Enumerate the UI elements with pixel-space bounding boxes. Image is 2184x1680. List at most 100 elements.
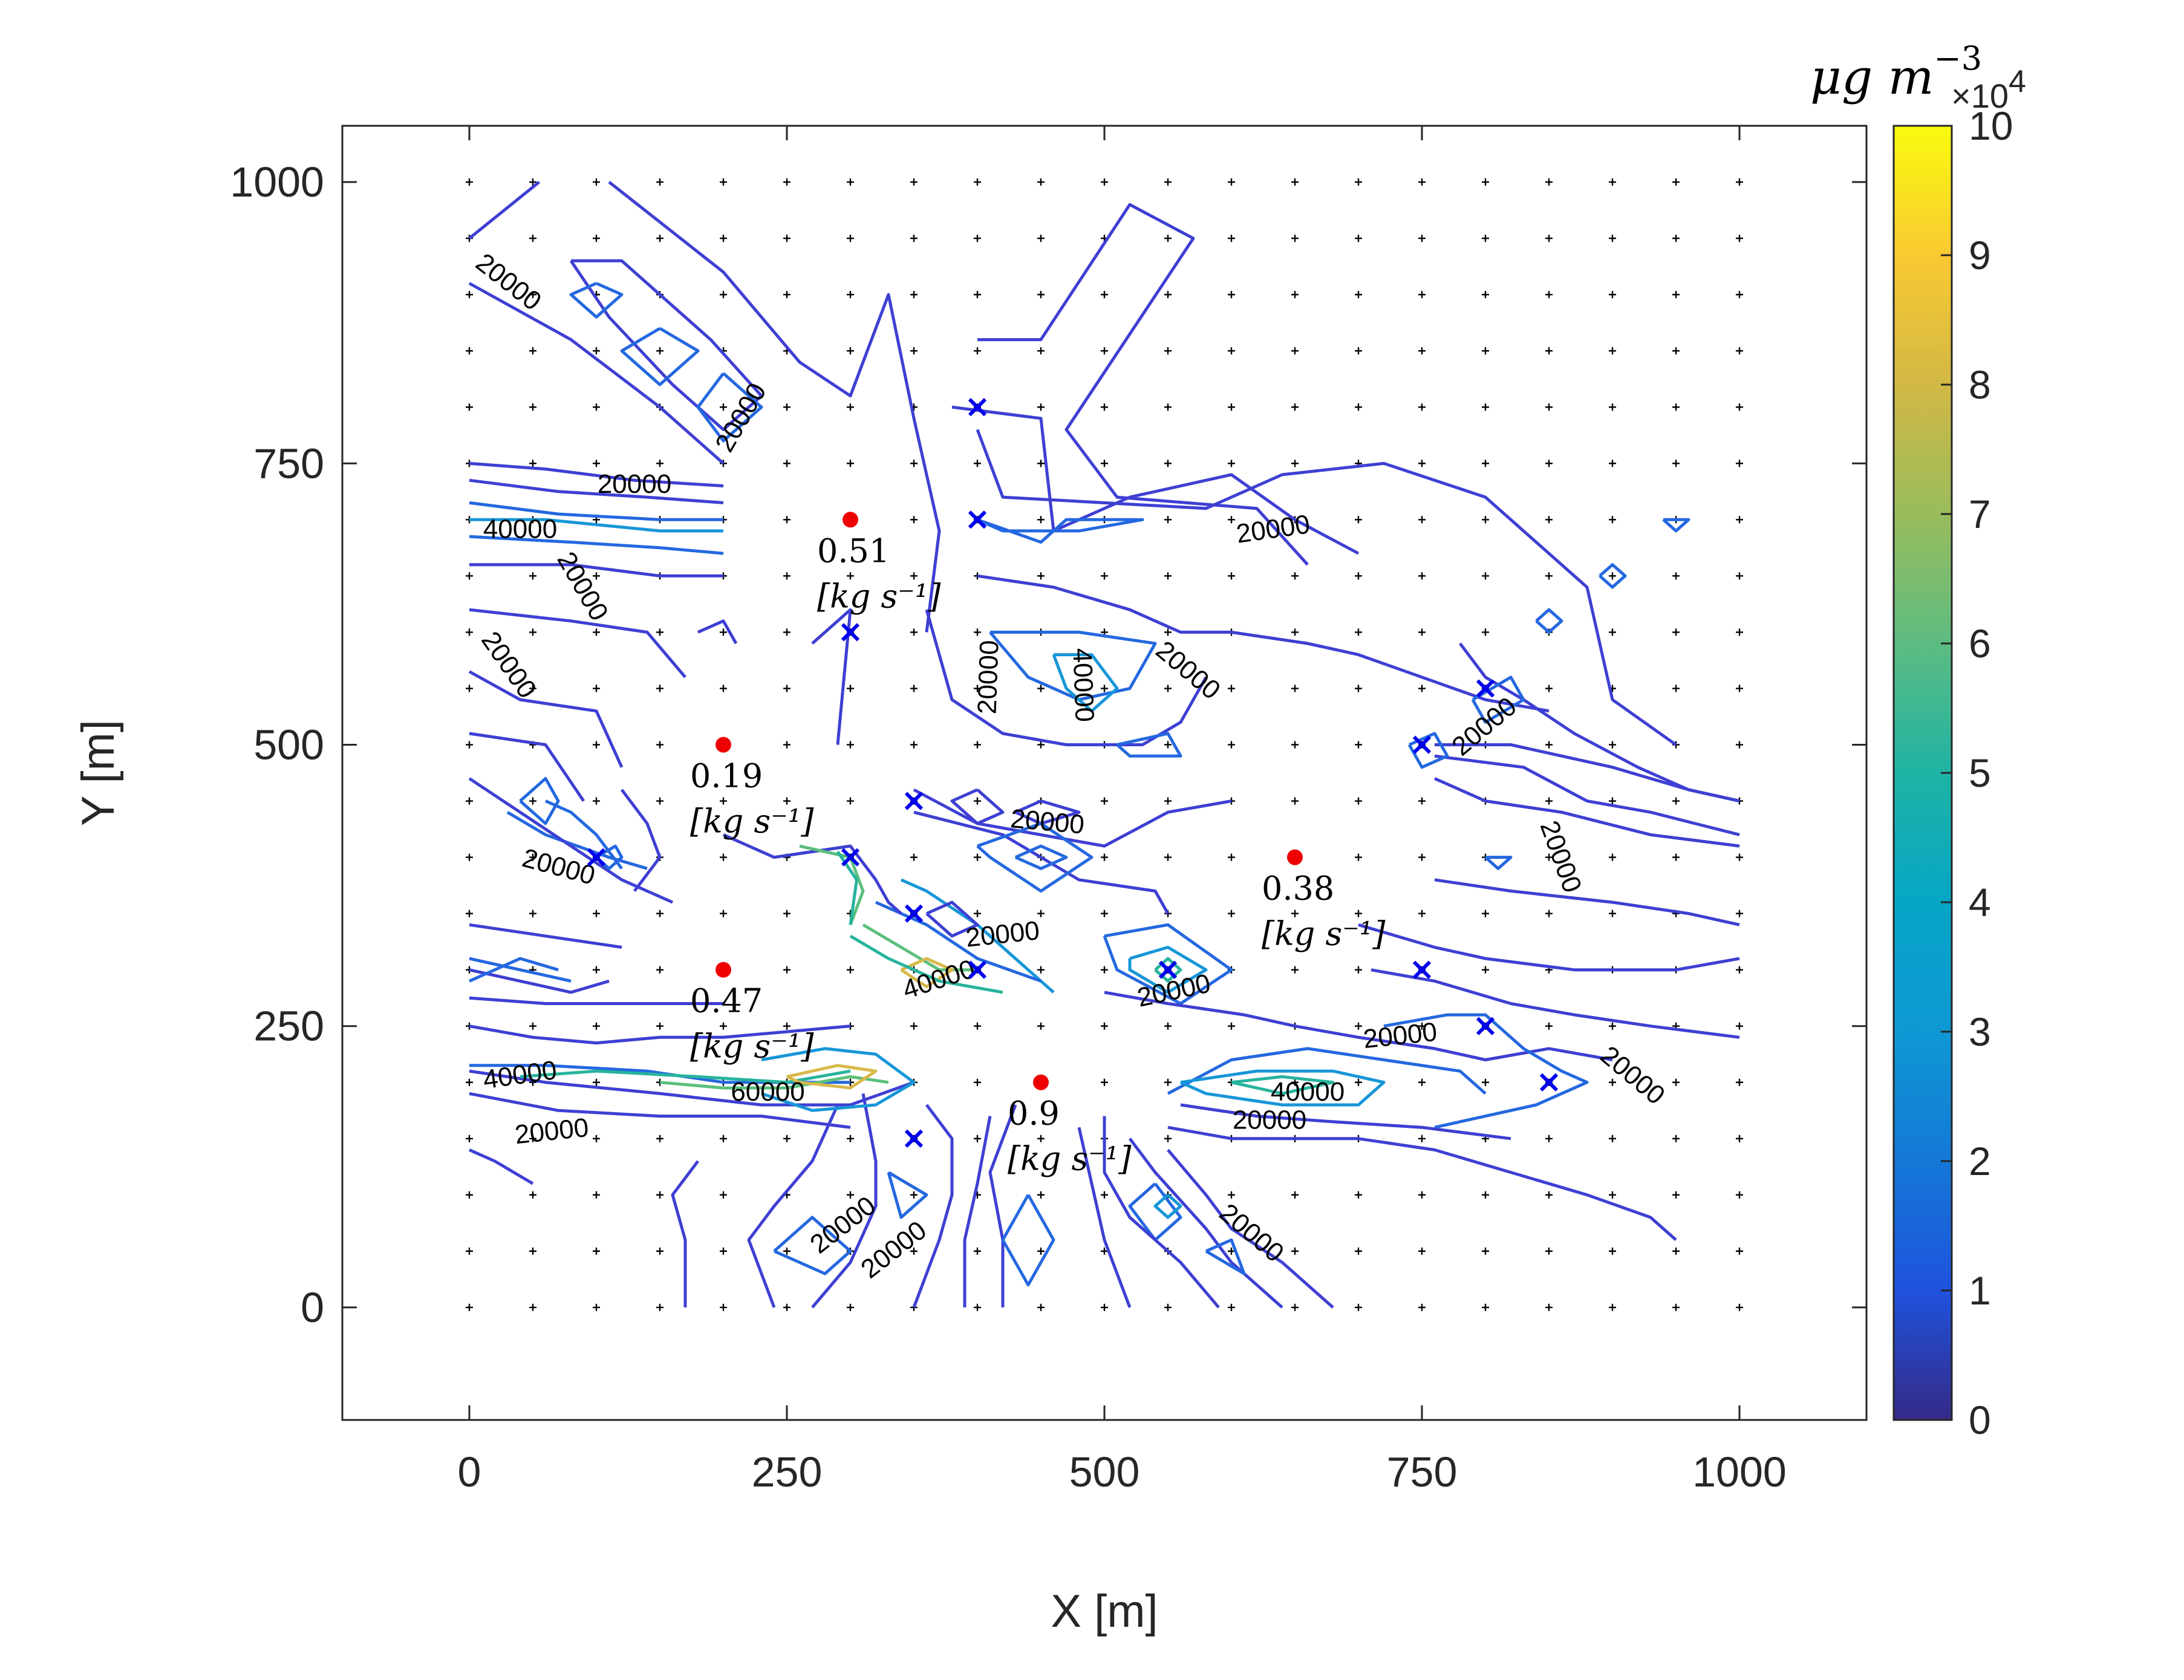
sensor-marker — [841, 848, 860, 867]
grid-point — [656, 741, 663, 749]
grid-point — [1482, 516, 1489, 524]
contour-line — [977, 203, 1309, 566]
source-marker — [716, 737, 731, 753]
grid-point — [1736, 685, 1743, 692]
grid-point — [1545, 291, 1553, 299]
grid-point — [847, 685, 854, 692]
contour-line — [469, 608, 686, 679]
grid-point — [529, 853, 536, 861]
grid-point — [1545, 403, 1553, 411]
grid-point — [910, 741, 918, 749]
grid-point — [1672, 1247, 1680, 1255]
contour-line — [862, 923, 977, 972]
contour-line — [1434, 878, 1740, 926]
y-tick-label: 500 — [253, 721, 324, 768]
grid-point — [529, 460, 536, 467]
contour-line — [569, 259, 763, 431]
grid-point — [974, 853, 981, 861]
contour-line — [621, 789, 662, 892]
contour-line — [1014, 844, 1068, 870]
grid-point — [910, 235, 918, 243]
grid-point — [1609, 178, 1616, 186]
grid-point — [974, 1022, 981, 1030]
y-axis-ticks: 0 250 500 750 1000 — [230, 158, 1866, 1331]
grid-point — [1482, 347, 1489, 355]
contour-line — [977, 574, 1550, 713]
contour-line — [1383, 1013, 1589, 1129]
grid-point — [466, 1135, 473, 1142]
grid-point — [1418, 910, 1426, 917]
grid-point — [1291, 178, 1299, 186]
grid-point — [529, 572, 536, 580]
grid-point — [1355, 910, 1362, 917]
grid-point — [1609, 1078, 1616, 1086]
contour-line — [811, 608, 852, 745]
grid-point — [847, 1191, 854, 1199]
grid-point — [1101, 572, 1108, 580]
colorbar-unit: μg m−3 — [1810, 39, 1982, 105]
grid-point — [783, 1135, 790, 1142]
grid-point — [1418, 1303, 1426, 1311]
contour-label: 40000 — [1067, 648, 1099, 723]
sensor-marker — [968, 398, 987, 417]
grid-point — [529, 178, 536, 186]
grid-point — [593, 685, 600, 692]
source-rate: 0.47 — [690, 982, 763, 1020]
grid-point — [974, 1135, 981, 1142]
sensor-marker — [968, 510, 987, 529]
grid-point — [1545, 853, 1553, 861]
grid-point — [593, 1303, 600, 1311]
grid-point — [783, 628, 790, 636]
grid-point — [1037, 516, 1045, 524]
grid-point — [974, 797, 981, 805]
contour-line — [963, 1116, 992, 1307]
grid-point — [1101, 1247, 1108, 1255]
grid-point — [1037, 403, 1045, 411]
grid-point — [1609, 516, 1616, 524]
grid-point — [1545, 1191, 1553, 1199]
grid-point — [720, 1303, 727, 1311]
contour-label: 40000 — [1271, 1077, 1345, 1107]
grid-point — [1164, 291, 1172, 299]
contour-line — [1180, 1103, 1511, 1141]
contour-line — [469, 563, 723, 578]
grid-point — [1355, 966, 1362, 974]
grid-point — [1228, 403, 1235, 411]
grid-point — [656, 797, 663, 805]
grid-point — [1482, 628, 1489, 636]
colorbar-tick-label: 2 — [1969, 1139, 1991, 1183]
contour-line — [468, 957, 559, 983]
grid-point — [1736, 628, 1743, 636]
grid-point — [1164, 797, 1172, 805]
grid-point — [1164, 403, 1172, 411]
grid-point — [1037, 1247, 1045, 1255]
grid-point — [783, 572, 790, 580]
grid-point — [1672, 235, 1680, 243]
grid-point — [1101, 910, 1108, 917]
grid-point — [974, 347, 981, 355]
grid-point — [1736, 1247, 1743, 1255]
sensor-marker — [587, 848, 606, 867]
grid-point — [1037, 291, 1045, 299]
grid-point — [1545, 1303, 1553, 1311]
grid-point — [1545, 572, 1553, 580]
contour-line — [773, 1216, 852, 1275]
grid-point — [974, 741, 981, 749]
grid-point — [910, 1247, 918, 1255]
grid-point — [910, 178, 918, 186]
grid-point — [847, 235, 854, 243]
grid-point — [1418, 460, 1426, 467]
contour-line — [913, 788, 1232, 848]
contour-line — [671, 1160, 699, 1307]
grid-point — [1355, 1022, 1362, 1030]
contour-line — [469, 1069, 914, 1107]
grid-point — [1228, 1303, 1235, 1311]
source-unit: [kg s⁻¹] — [1008, 1140, 1132, 1178]
grid-point — [1672, 797, 1680, 805]
grid-point — [466, 347, 473, 355]
grid-point — [1736, 741, 1743, 749]
contour-label: 40000 — [483, 515, 557, 544]
grid-point — [593, 966, 600, 974]
contour-line — [1128, 945, 1208, 994]
grid-point — [1418, 685, 1426, 692]
